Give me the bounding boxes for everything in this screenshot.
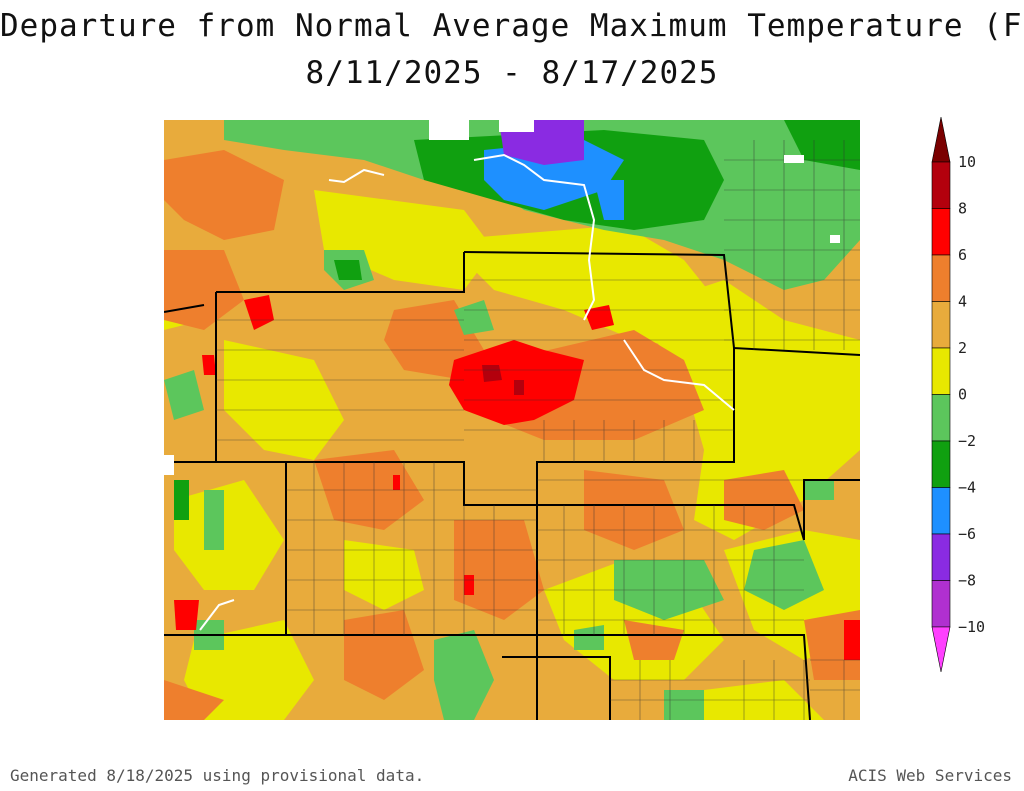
legend-swatch — [931, 440, 951, 488]
white-water-bodies — [164, 120, 840, 475]
legend-tick-label: −8 — [958, 572, 976, 590]
legend-arrow-above — [931, 116, 951, 163]
legend-swatch — [931, 533, 951, 581]
legend-tick-label: −2 — [958, 432, 976, 450]
generated-note: Generated 8/18/2025 using provisional da… — [10, 766, 425, 785]
legend-swatch — [931, 161, 951, 209]
legend-swatch — [931, 580, 951, 628]
legend-tick-label: −10 — [958, 618, 985, 636]
county-boundaries — [216, 140, 860, 720]
legend-tick-label: −6 — [958, 525, 976, 543]
source-credit: ACIS Web Services — [848, 766, 1012, 785]
legend-swatch — [931, 301, 951, 349]
legend-arrow-below — [931, 626, 951, 673]
water-features — [199, 153, 735, 631]
legend-tick-label: 10 — [958, 153, 976, 171]
temperature-departure-map — [164, 120, 860, 720]
contour-8-to-10 — [482, 365, 524, 395]
legend-tick-label: 2 — [958, 339, 967, 357]
legend-swatch — [931, 208, 951, 256]
legend-tick-label: 4 — [958, 293, 967, 311]
legend-swatch — [931, 487, 951, 535]
legend-tick-label: −4 — [958, 479, 976, 497]
color-scale-legend: 10 8 6 4 2 0 −2 −4 −6 −8 −10 — [920, 112, 1020, 682]
legend-swatch — [931, 254, 951, 302]
legend-tick-label: 8 — [958, 200, 967, 218]
legend-tick-label: 0 — [958, 386, 967, 404]
map-date-range: 8/11/2025 - 8/17/2025 — [305, 55, 719, 91]
map-title: Departure from Normal Average Maximum Te… — [0, 8, 1024, 44]
legend-swatch — [931, 347, 951, 395]
legend-tick-label: 6 — [958, 246, 967, 264]
state-boundaries — [164, 251, 860, 720]
legend-swatch — [931, 394, 951, 442]
